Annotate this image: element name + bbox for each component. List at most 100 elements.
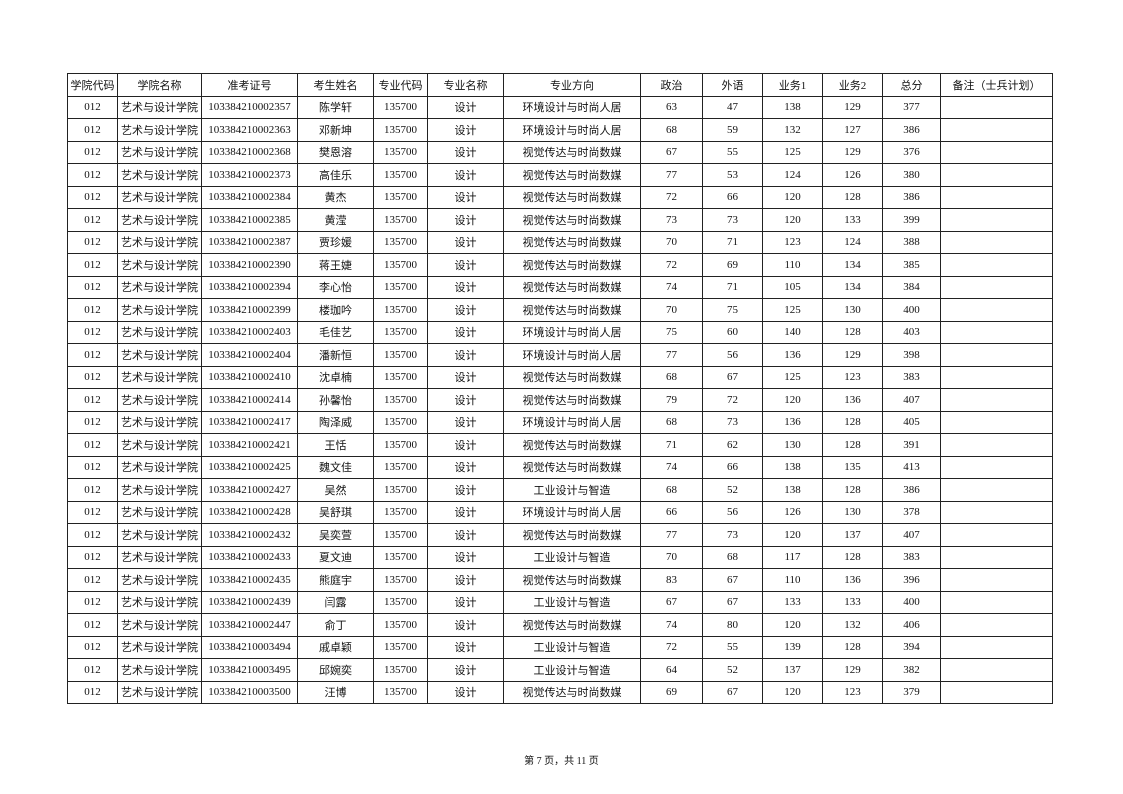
table-cell: 59: [702, 118, 763, 142]
table-cell: 设计: [427, 320, 504, 344]
table-cell: 83: [640, 568, 703, 592]
table-cell: 135700: [373, 208, 428, 232]
table-cell: 103384210002368: [201, 140, 298, 164]
table-row: 012 艺术与设计学院 103384210002390 蒋王婕 135700 设计 视觉传达…: [67, 253, 1053, 277]
table-cell: 133: [762, 590, 823, 614]
table-cell: 夏文迪: [297, 545, 374, 569]
table-cell: 406: [882, 613, 941, 637]
empty-cell: [940, 95, 1053, 119]
table-cell: 设计: [427, 500, 504, 524]
table-cell: 110: [762, 253, 823, 277]
empty-cell: [940, 298, 1053, 322]
table-cell: 120: [762, 388, 823, 412]
table-row: 012 艺术与设计学院 103384210002399 楼珈吟 135700 设计 视觉传达…: [67, 298, 1053, 322]
table-cell: 艺术与设计学院: [117, 388, 202, 412]
table-cell: 136: [822, 568, 883, 592]
table-cell: 魏文佳: [297, 455, 374, 479]
header-cell: 专业名称: [427, 73, 504, 97]
table-cell: 设计: [427, 298, 504, 322]
table-cell: 133: [822, 208, 883, 232]
table-cell: 工业设计与智造: [503, 590, 641, 614]
table-cell: 设计: [427, 635, 504, 659]
table-cell: 艺术与设计学院: [117, 118, 202, 142]
table-cell: 黄杰: [297, 185, 374, 209]
table-cell: 135700: [373, 410, 428, 434]
table-cell: 135700: [373, 95, 428, 119]
table-cell: 383: [882, 545, 941, 569]
table-cell: 135700: [373, 590, 428, 614]
table-cell: 103384210002432: [201, 523, 298, 547]
table-cell: 艺术与设计学院: [117, 298, 202, 322]
table-cell: 012: [67, 253, 118, 277]
table-cell: 129: [822, 95, 883, 119]
table-cell: 蒋王婕: [297, 253, 374, 277]
table-cell: 79: [640, 388, 703, 412]
table-cell: 376: [882, 140, 941, 164]
table-cell: 132: [822, 613, 883, 637]
table-cell: 贾珍媛: [297, 230, 374, 254]
table-cell: 沈卓楠: [297, 365, 374, 389]
table-cell: 130: [822, 298, 883, 322]
table-cell: 设计: [427, 613, 504, 637]
header-cell: 专业代码: [373, 73, 428, 97]
table-cell: 艺术与设计学院: [117, 658, 202, 682]
table-cell: 视觉传达与时尚数媒: [503, 140, 641, 164]
table-cell: 135700: [373, 680, 428, 704]
table-cell: 128: [822, 410, 883, 434]
table-cell: 012: [67, 590, 118, 614]
table-cell: 130: [822, 500, 883, 524]
table-cell: 熊庭宇: [297, 568, 374, 592]
table-cell: 407: [882, 388, 941, 412]
empty-cell: [940, 568, 1053, 592]
table-cell: 103384210002425: [201, 455, 298, 479]
table-cell: 128: [822, 545, 883, 569]
table-cell: 吴然: [297, 478, 374, 502]
table-cell: 艺术与设计学院: [117, 568, 202, 592]
table-cell: 56: [702, 343, 763, 367]
table-cell: 陈学轩: [297, 95, 374, 119]
empty-cell: [940, 478, 1053, 502]
table-cell: 012: [67, 230, 118, 254]
table-cell: 126: [762, 500, 823, 524]
table-cell: 012: [67, 388, 118, 412]
table-cell: 设计: [427, 275, 504, 299]
table-cell: 135700: [373, 163, 428, 187]
table-cell: 103384210002404: [201, 343, 298, 367]
table-cell: 012: [67, 140, 118, 164]
table-cell: 艺术与设计学院: [117, 320, 202, 344]
table-cell: 艺术与设计学院: [117, 343, 202, 367]
table-cell: 闫露: [297, 590, 374, 614]
table-cell: 视觉传达与时尚数媒: [503, 388, 641, 412]
table-cell: 117: [762, 545, 823, 569]
table-cell: 396: [882, 568, 941, 592]
table-cell: 400: [882, 298, 941, 322]
table-cell: 123: [822, 680, 883, 704]
table-cell: 103384210003495: [201, 658, 298, 682]
table-cell: 视觉传达与时尚数媒: [503, 298, 641, 322]
table-cell: 128: [822, 320, 883, 344]
table-cell: 设计: [427, 590, 504, 614]
empty-cell: [940, 410, 1053, 434]
table-cell: 环境设计与时尚人居: [503, 343, 641, 367]
table-cell: 王恬: [297, 433, 374, 457]
empty-cell: [940, 275, 1053, 299]
table-cell: 戚卓颖: [297, 635, 374, 659]
table-cell: 139: [762, 635, 823, 659]
table-cell: 77: [640, 343, 703, 367]
table-cell: 艺术与设计学院: [117, 95, 202, 119]
table-cell: 李心怡: [297, 275, 374, 299]
header-cell: 专业方向: [503, 73, 641, 97]
table-cell: 艺术与设计学院: [117, 635, 202, 659]
table-cell: 138: [762, 95, 823, 119]
table-cell: 386: [882, 118, 941, 142]
table-cell: 103384210003494: [201, 635, 298, 659]
table-cell: 设计: [427, 545, 504, 569]
table-cell: 120: [762, 613, 823, 637]
table-cell: 艺术与设计学院: [117, 500, 202, 524]
table-cell: 艺术与设计学院: [117, 523, 202, 547]
table-cell: 艺术与设计学院: [117, 545, 202, 569]
table-cell: 73: [702, 523, 763, 547]
table-cell: 012: [67, 185, 118, 209]
header-cell: 学院名称: [117, 73, 202, 97]
table-cell: 艺术与设计学院: [117, 208, 202, 232]
